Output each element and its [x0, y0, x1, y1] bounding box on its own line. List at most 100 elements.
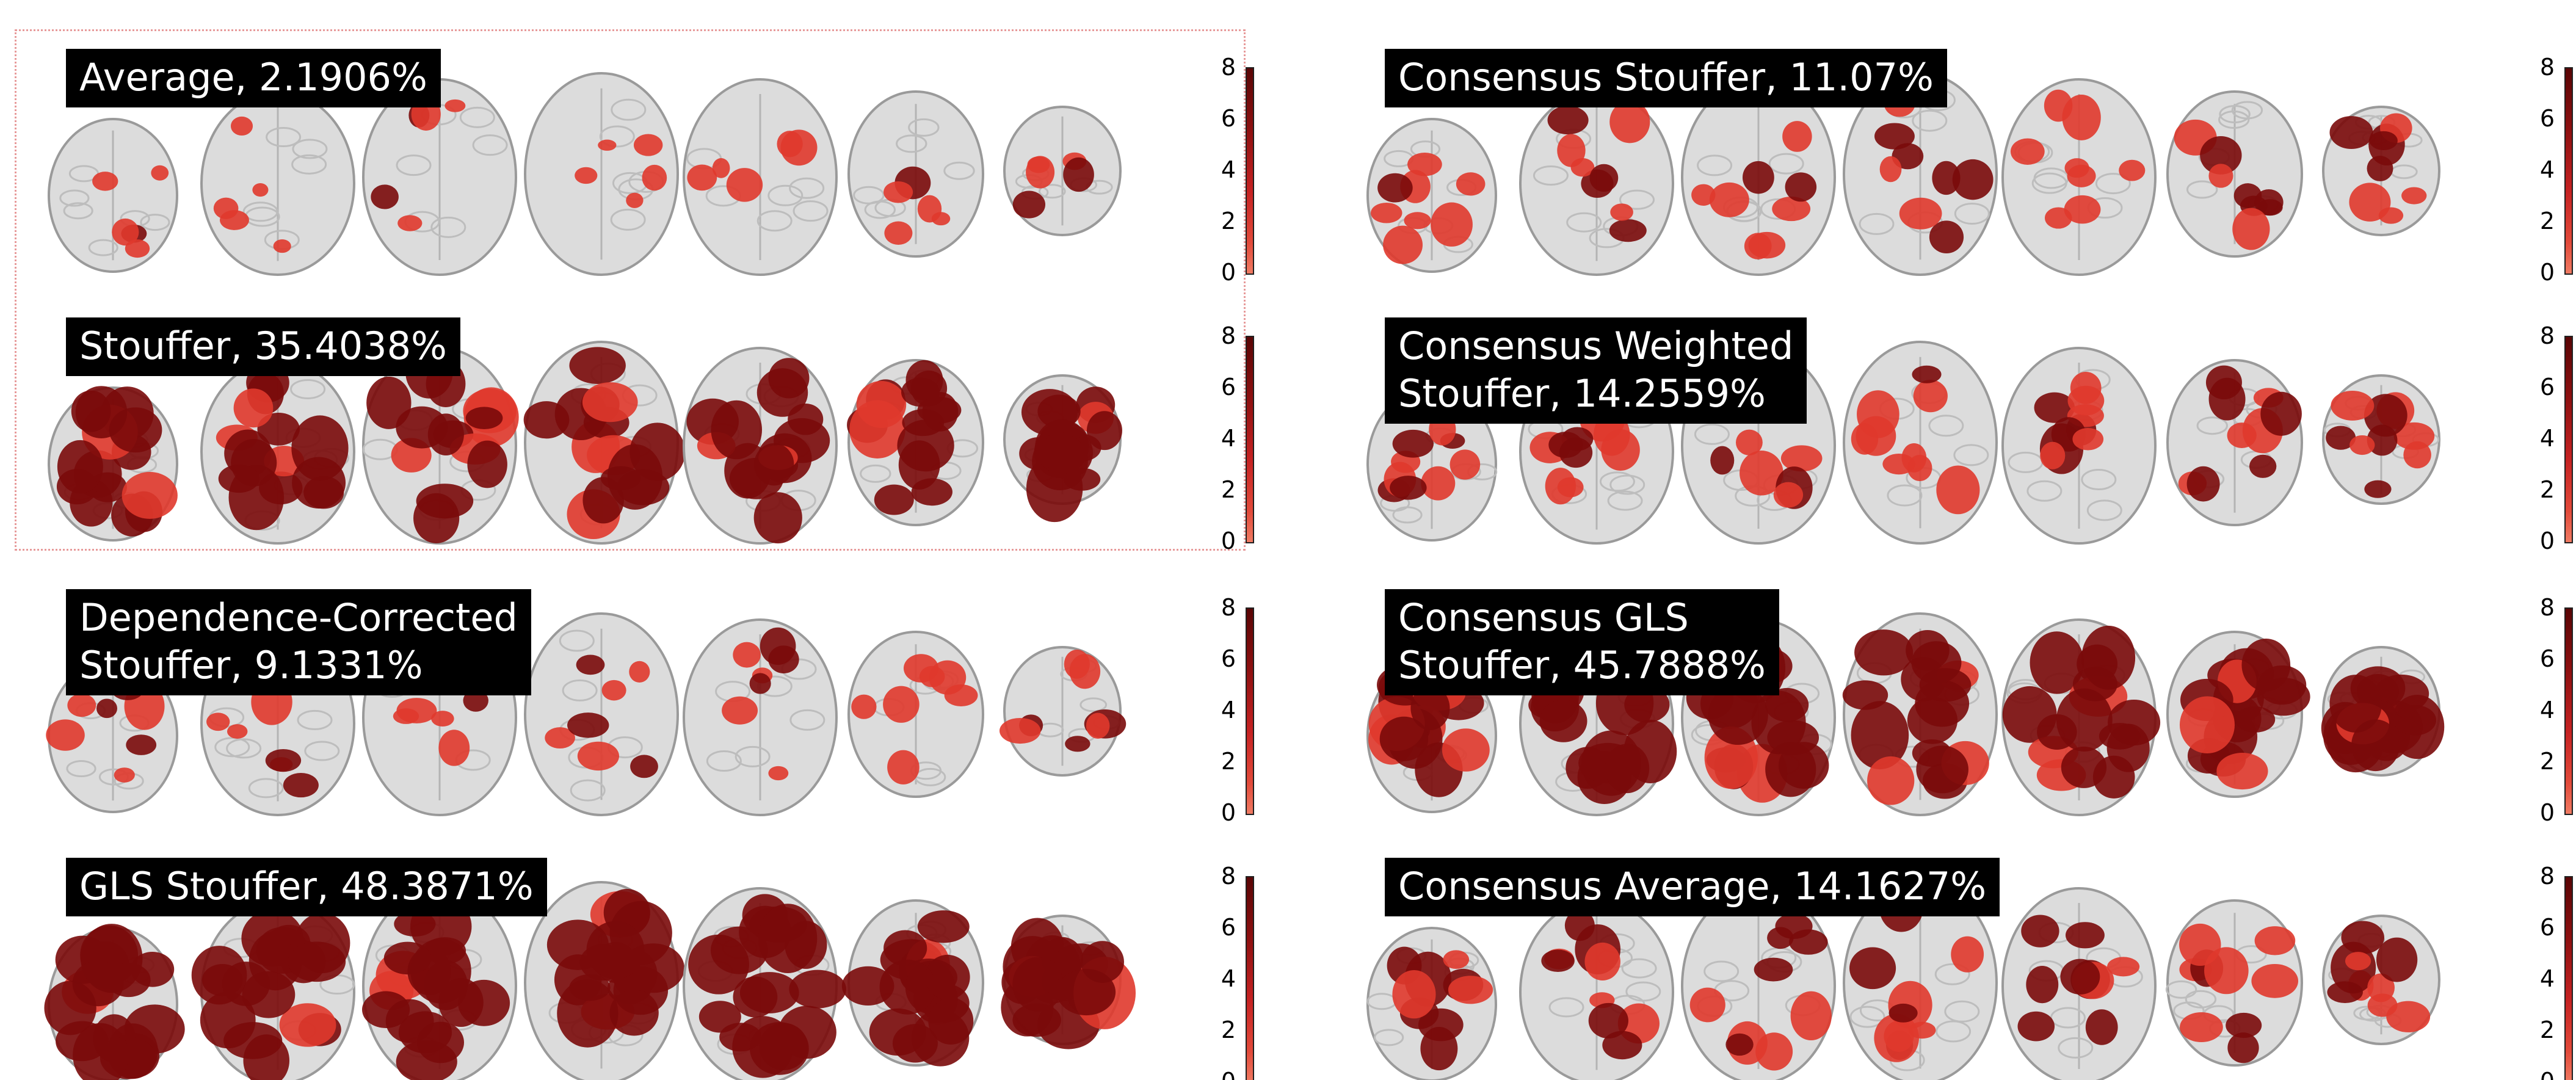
- axial-slice: [48, 386, 178, 542]
- axial-slice: [1001, 915, 1136, 1049]
- brain-panel: Consensus Stouffer, 11.07% 8 6 4 2 0: [1355, 37, 2576, 299]
- axial-slice: [2322, 915, 2440, 1045]
- colorbar-tick: 2: [2539, 1017, 2555, 1043]
- axial-slice: [2322, 106, 2440, 236]
- colorbar: [2564, 67, 2573, 275]
- axial-slice: [2166, 359, 2303, 526]
- colorbar-tick: 6: [2539, 914, 2555, 941]
- method-label: Consensus Stouffer, 11.07%: [1385, 49, 1947, 107]
- colorbar: [1246, 67, 1254, 275]
- colorbar-tick: 0: [1221, 259, 1236, 286]
- colorbar-tick: 4: [1221, 965, 1236, 992]
- axial-slice: [523, 341, 686, 545]
- axial-slice: [1366, 386, 1498, 542]
- colorbar-tick: 8: [1221, 322, 1236, 349]
- axial-slice: [200, 90, 355, 276]
- axial-slice: [847, 359, 984, 526]
- axial-slice: [2321, 646, 2445, 777]
- axial-slice: [524, 612, 679, 816]
- colorbar-tick: 8: [2539, 54, 2555, 81]
- colorbar-tick: 2: [1221, 476, 1236, 503]
- colorbar-tick: 6: [1221, 914, 1236, 941]
- axial-slice: [683, 887, 847, 1080]
- axial-slice: [1003, 106, 1122, 236]
- axial-slice: [847, 90, 984, 258]
- colorbar-tick: 2: [2539, 748, 2555, 775]
- colorbar-tick: 8: [1221, 863, 1236, 890]
- colorbar-tick: 4: [2539, 425, 2555, 452]
- colorbar-tick: 4: [1221, 425, 1236, 452]
- colorbar-tick: 8: [1221, 594, 1236, 621]
- colorbar-tick: 6: [1221, 645, 1236, 672]
- axial-slice: [2001, 618, 2161, 816]
- brain-slices: [1366, 72, 2440, 276]
- method-label: Consensus Weighted Stouffer, 14.2559%: [1385, 317, 1807, 424]
- method-label: Stouffer, 35.4038%: [66, 317, 460, 376]
- colorbar-tick: 4: [2539, 697, 2555, 723]
- axial-slice: [2322, 374, 2440, 505]
- method-label: Consensus GLS Stouffer, 45.7888%: [1385, 589, 1779, 695]
- colorbar: [2564, 876, 2573, 1080]
- axial-slice: [524, 72, 679, 276]
- axial-slice: [847, 631, 984, 798]
- colorbar-tick: 0: [2539, 799, 2555, 826]
- axial-slice: [1366, 118, 1497, 273]
- method-label: Average, 2.1906%: [66, 49, 441, 107]
- colorbar: [1246, 336, 1254, 543]
- axial-slice: [1843, 341, 1998, 545]
- brain-slices: [48, 341, 1123, 545]
- colorbar-tick: 6: [2539, 374, 2555, 400]
- axial-slice: [524, 881, 685, 1080]
- axial-slice: [2001, 347, 2157, 545]
- axial-slice: [1681, 887, 1836, 1080]
- colorbar-tick: 6: [2539, 105, 2555, 132]
- colorbar: [1246, 876, 1254, 1080]
- colorbar-tick: 4: [1221, 156, 1236, 183]
- colorbar-tick: 4: [2539, 156, 2555, 183]
- axial-slice: [999, 646, 1127, 777]
- colorbar: [2564, 336, 2573, 543]
- colorbar-tick: 8: [2539, 863, 2555, 890]
- colorbar-tick: 8: [2539, 322, 2555, 349]
- colorbar-tick: 4: [1221, 697, 1236, 723]
- brain-slices: [1366, 881, 2440, 1080]
- brain-panel: Average, 2.1906% 8 6 4 2 0: [37, 37, 1282, 299]
- axial-slice: [2165, 899, 2303, 1067]
- colorbar-tick: 0: [1209, 1069, 1236, 1080]
- axial-slice: [1366, 927, 1497, 1080]
- colorbar-tick: 0: [1221, 527, 1236, 554]
- colorbar-tick: 0: [2539, 527, 2555, 554]
- brain-slices: [44, 881, 1136, 1080]
- method-label: Consensus Average, 14.1627%: [1385, 858, 2000, 916]
- colorbar-tick: 6: [1221, 105, 1236, 132]
- axial-slice: [1681, 78, 1836, 276]
- axial-slice: [2166, 90, 2303, 258]
- axial-slice: [1003, 374, 1123, 523]
- axial-slice: [2001, 887, 2157, 1080]
- brain-panel: Consensus GLS Stouffer, 45.7888% 8 6 4 2 0: [1355, 577, 2576, 839]
- colorbar-tick: 2: [1221, 748, 1236, 775]
- axial-slice: [44, 924, 185, 1080]
- axial-slice: [191, 899, 355, 1080]
- axial-slice: [683, 347, 838, 545]
- colorbar-tick: 6: [1221, 374, 1236, 400]
- axial-slice: [362, 78, 517, 276]
- brain-panel: GLS Stouffer, 48.3871% 8 6 4 2 0: [37, 846, 1282, 1080]
- axial-slice: [1366, 658, 1497, 813]
- colorbar-tick: 0: [2539, 259, 2555, 286]
- brain-slices: [48, 72, 1122, 276]
- colorbar: [1246, 607, 1254, 815]
- colorbar-tick: 2: [1221, 208, 1236, 234]
- colorbar-tick: 2: [1221, 1017, 1236, 1043]
- axial-slice: [48, 118, 178, 273]
- axial-slice: [841, 899, 984, 1067]
- method-label: GLS Stouffer, 48.3871%: [66, 858, 547, 916]
- colorbar-tick: 2: [2539, 476, 2555, 503]
- axial-slice: [361, 887, 517, 1080]
- brain-panel: Consensus Weighted Stouffer, 14.2559% 8 6 4…: [1355, 305, 2576, 568]
- brain-panel: Stouffer, 35.4038% 8 6 4 2 0: [37, 305, 1282, 568]
- axial-slice: [1843, 881, 1998, 1080]
- colorbar-tick: 6: [2539, 645, 2555, 672]
- axial-slice: [1519, 899, 1674, 1080]
